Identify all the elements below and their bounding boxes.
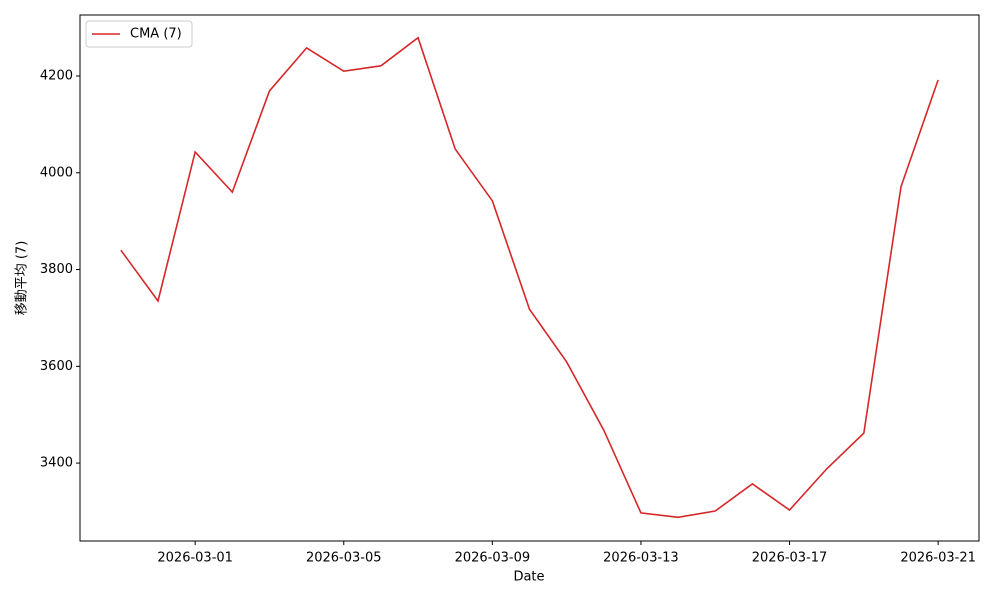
x-tick-label: 2026-03-13	[603, 551, 679, 566]
line-series	[120, 36, 939, 519]
x-tick-label: 2026-03-05	[306, 551, 382, 566]
x-axis-label: Date	[513, 570, 544, 585]
y-tick-label: 3800	[40, 262, 73, 277]
legend-box	[85, 20, 193, 48]
plot-frame	[79, 14, 980, 542]
x-tick-label: 2026-03-09	[455, 551, 531, 566]
y-tick-label: 4200	[40, 68, 73, 83]
x-tick-label: 2026-03-21	[900, 551, 976, 566]
legend-label: CMA (7)	[130, 27, 182, 42]
x-tick-label: 2026-03-01	[157, 551, 233, 566]
y-axis-label: 移動平均 (7)	[15, 241, 30, 316]
x-tick-label: 2026-03-17	[752, 551, 828, 566]
y-tick-label: 4000	[40, 165, 73, 180]
y-tick-label: 3400	[40, 456, 73, 471]
y-tick-label: 3600	[40, 359, 73, 374]
